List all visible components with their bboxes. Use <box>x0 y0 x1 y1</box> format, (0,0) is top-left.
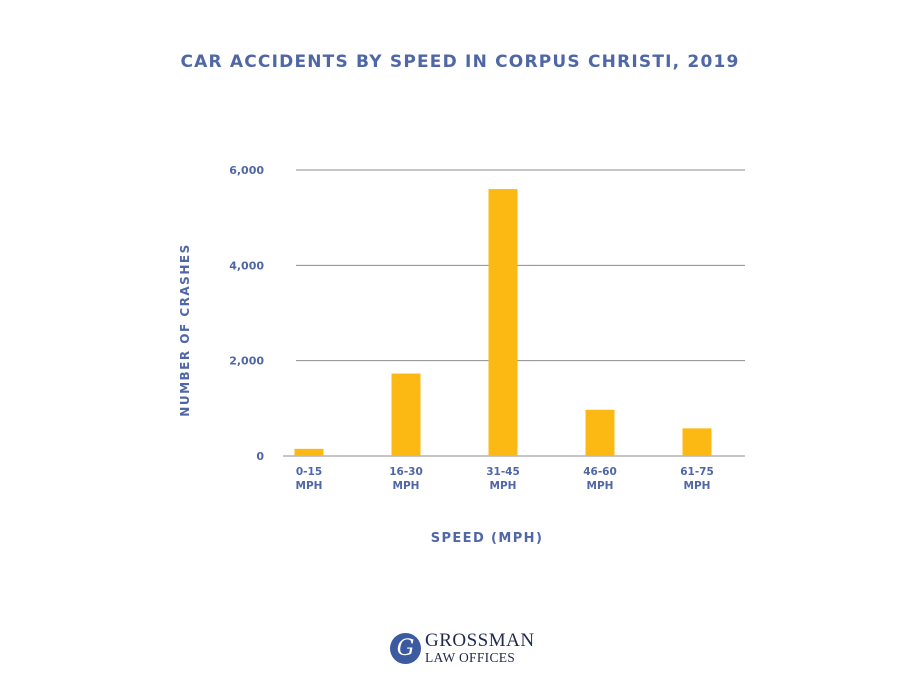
logo-monogram: G <box>390 633 421 664</box>
x-axis-label: SPEED (MPH) <box>430 531 544 546</box>
x-tick-label: MPH <box>490 480 517 492</box>
x-tick-label: 0-15 <box>296 466 322 478</box>
grossman-law-offices-logo: G GROSSMAN LAW OFFICES <box>390 630 540 670</box>
x-tick-label: 16-30 <box>389 466 423 478</box>
x-tick-label: MPH <box>684 480 711 492</box>
bar <box>294 448 324 456</box>
logo-line-1: GROSSMAN <box>425 630 535 651</box>
bar <box>488 189 518 457</box>
bar <box>585 409 615 456</box>
x-tick-label: 61-75 <box>680 466 714 478</box>
bar <box>682 428 712 456</box>
chart-title: CAR ACCIDENTS BY SPEED IN CORPUS CHRISTI… <box>180 52 740 72</box>
x-tick-label: 31-45 <box>486 466 520 478</box>
x-tick-label: 46-60 <box>583 466 617 478</box>
x-tick-label: MPH <box>296 480 323 492</box>
logo-line-2: LAW OFFICES <box>425 650 516 665</box>
y-tick-label: 6,000 <box>229 164 264 177</box>
x-tick-label: MPH <box>393 480 420 492</box>
y-tick-label: 2,000 <box>229 355 264 368</box>
y-tick-label: 0 <box>256 450 264 463</box>
bar <box>391 373 421 456</box>
logo-wordmark: GROSSMAN LAW OFFICES <box>425 631 535 665</box>
x-tick-label: MPH <box>587 480 614 492</box>
y-tick-label: 4,000 <box>229 259 264 272</box>
